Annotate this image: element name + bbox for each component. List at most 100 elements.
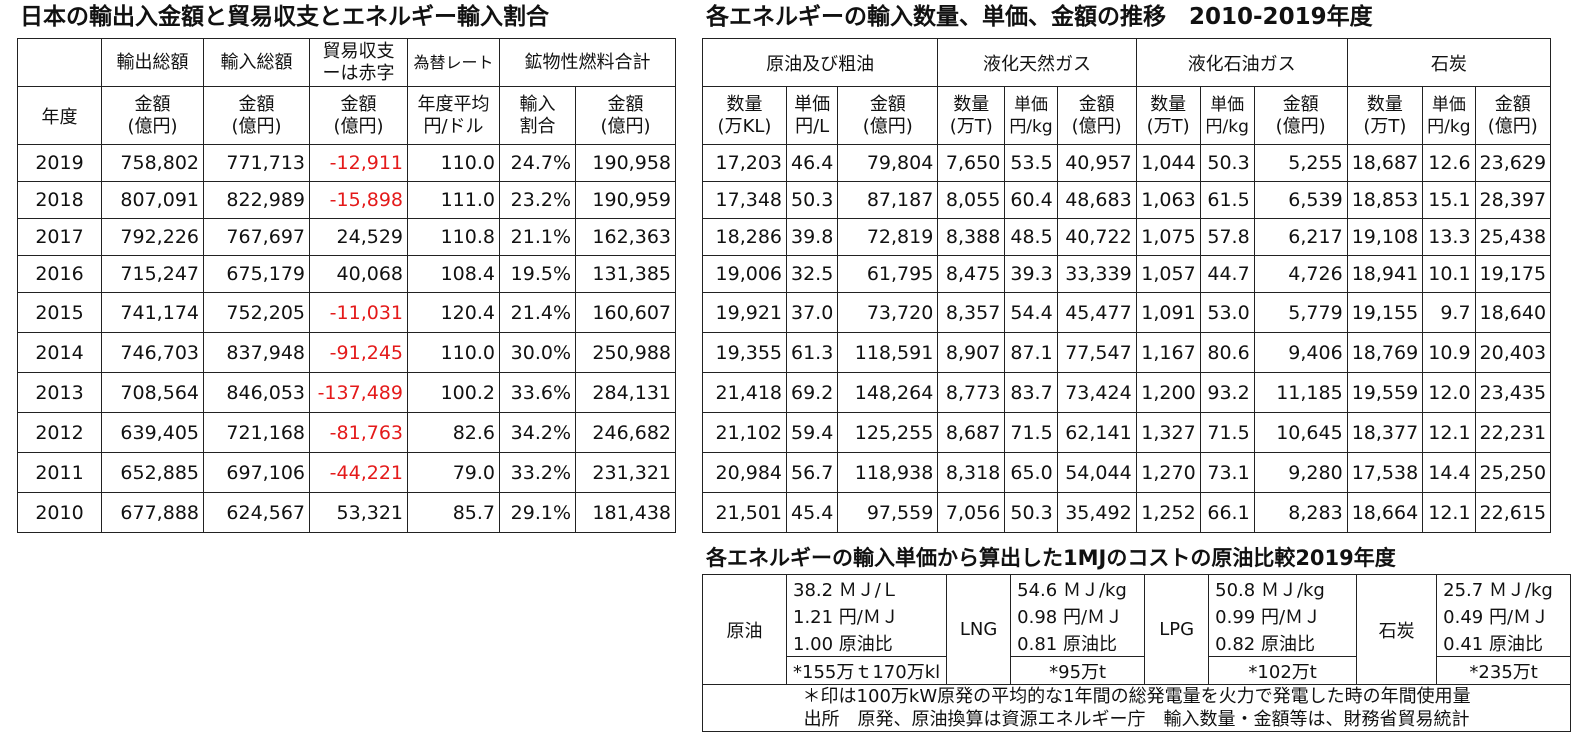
value-cell: 25,438: [1474, 218, 1552, 256]
cost-ratio-cell: 0.82 原油比: [1208, 629, 1358, 657]
sub-header: 金額 (億円): [837, 86, 939, 145]
rate-cell: 85.7: [407, 492, 500, 533]
share-cell: 33.6%: [499, 372, 576, 413]
value-cell: 1,044: [1135, 144, 1201, 182]
value-cell: 9,280: [1253, 452, 1348, 493]
value-cell: 61.3: [785, 332, 839, 373]
sub-header: 輸入 割合: [499, 86, 576, 145]
value-cell: 17,538: [1346, 452, 1424, 493]
value-cell: 8,388: [937, 218, 1006, 256]
value-cell: 8,773: [937, 372, 1006, 413]
exports-cell: 677,888: [101, 492, 204, 533]
table-row: 2019 758,802 771,713 -12,911 110.0 24.7% 190,9…: [17, 144, 676, 182]
footnote-row: ＊印は100万kW原発の平均的な1年間の総発電量を火力で発電した時の年間使用量出…: [701, 684, 1572, 732]
sub-header: 単価 円/kg: [1004, 86, 1058, 145]
cost-note-cell: *235万t: [1436, 656, 1572, 685]
table-row: 2014 746,703 837,948 -91,245 110.0 30.0% 250,9…: [17, 332, 676, 373]
value-cell: 20,403: [1474, 332, 1552, 373]
group-header: 鉱物性燃料合計: [499, 38, 676, 87]
exports-cell: 758,802: [101, 144, 204, 182]
value-cell: 4,726: [1253, 255, 1348, 293]
value-cell: 87,187: [837, 181, 939, 219]
value-cell: 148,264: [837, 372, 939, 413]
corner-cell: [17, 38, 102, 87]
value-cell: 97,559: [837, 492, 939, 533]
sub-header: 金額 (億円): [203, 86, 310, 145]
sub-header: 金額 (億円): [1474, 86, 1552, 145]
value-cell: 13.3: [1422, 218, 1476, 256]
rate-cell: 82.6: [407, 412, 500, 453]
value-cell: 19,175: [1474, 255, 1552, 293]
value-cell: 83.7: [1004, 372, 1058, 413]
value-cell: 40,722: [1056, 218, 1137, 256]
fuel-cell: 284,131: [575, 372, 676, 413]
value-cell: 37.0: [785, 292, 839, 333]
footnote-2: 出所 原発、原油換算は資源エネルギー庁 輸入数量・金額等は、財務省貿易統計: [803, 709, 1470, 730]
value-cell: 9,406: [1253, 332, 1348, 373]
value-cell: 19,155: [1346, 292, 1424, 333]
balance-cell: -91,245: [309, 332, 408, 373]
value-cell: 66.1: [1199, 492, 1255, 533]
balance-cell: -11,031: [309, 292, 408, 333]
group-header: 為替レート: [407, 38, 500, 87]
value-cell: 18,687: [1346, 144, 1424, 182]
table-row: 21,418 69.2 148,264 8,773 83.7 73,424 1,200 93.…: [702, 372, 1552, 413]
value-cell: 19,559: [1346, 372, 1424, 413]
cost-row: 原油 38.2 ＭＪ/Ｌ LNG 54.6 ＭＪ/kg LPG 50.8 ＭＪ/kg 石炭 2…: [702, 574, 1572, 685]
value-cell: 8,283: [1253, 492, 1348, 533]
value-cell: 18,664: [1346, 492, 1424, 533]
table-row: 17,348 50.3 87,187 8,055 60.4 48,683 1,063 61.5…: [702, 181, 1552, 219]
rate-cell: 120.4: [407, 292, 500, 333]
value-cell: 125,255: [837, 412, 939, 453]
value-cell: 22,231: [1474, 412, 1552, 453]
value-cell: 39.8: [785, 218, 839, 256]
cost-cost-cell: 0.49 円/ＭＪ: [1436, 602, 1572, 629]
value-cell: 5,255: [1253, 144, 1348, 182]
value-cell: 8,357: [937, 292, 1006, 333]
table-row: 2013 708,564 846,053 -137,489 100.2 33.6% 284,…: [17, 372, 676, 413]
table-row: 2017 792,226 767,697 24,529 110.8 21.1% 162,36…: [17, 218, 676, 256]
cost-energy-cell: 54.6 ＭＪ/kg: [1010, 574, 1146, 602]
group-header: 貿易収支 ーは赤字: [309, 38, 408, 87]
value-cell: 118,591: [837, 332, 939, 373]
sub-header: 単価 円/L: [785, 86, 839, 145]
balance-cell: -81,763: [309, 412, 408, 453]
exports-cell: 652,885: [101, 452, 204, 493]
share-cell: 29.1%: [499, 492, 576, 533]
sub-header: 金額 (億円): [1253, 86, 1348, 145]
sub-header: 金額 (億円): [575, 86, 676, 145]
value-cell: 8,907: [937, 332, 1006, 373]
right-title: 各エネルギーの輸入数量、単価、金額の推移 2010-2019年度: [706, 4, 1373, 30]
value-cell: 1,200: [1135, 372, 1201, 413]
value-cell: 59.4: [785, 412, 839, 453]
value-cell: 12.1: [1422, 492, 1476, 533]
value-cell: 39.3: [1004, 255, 1058, 293]
sub-header: 単価 円/kg: [1199, 86, 1255, 145]
left-title: 日本の輸出入金額と貿易収支とエネルギー輸入割合: [20, 4, 549, 30]
share-cell: 24.7%: [499, 144, 576, 182]
value-cell: 48.5: [1004, 218, 1058, 256]
cost-energy-cell: 38.2 ＭＪ/Ｌ: [785, 574, 948, 602]
value-cell: 69.2: [785, 372, 839, 413]
value-cell: 10.1: [1422, 255, 1476, 293]
imports-cell: 624,567: [203, 492, 310, 533]
cost-ratio-cell: 0.41 原油比: [1436, 629, 1572, 657]
value-cell: 73,720: [837, 292, 939, 333]
value-cell: 19,006: [702, 255, 787, 293]
cost-energy-cell: 25.7 ＭＪ/kg: [1436, 574, 1572, 602]
imports-cell: 721,168: [203, 412, 310, 453]
year-cell: 2014: [17, 332, 102, 373]
cost-note-cell: *95万t: [1010, 656, 1146, 685]
rate-cell: 79.0: [407, 452, 500, 493]
table-row: 20,984 56.7 118,938 8,318 65.0 54,044 1,270 73.…: [702, 452, 1552, 493]
fuel-cell: 181,438: [575, 492, 676, 533]
cost-cost-cell: 1.21 円/ＭＪ: [785, 602, 948, 629]
value-cell: 71.5: [1199, 412, 1255, 453]
energy-name-cell: LNG: [946, 574, 1012, 685]
rate-cell: 110.0: [407, 332, 500, 373]
value-cell: 19,355: [702, 332, 787, 373]
exports-cell: 708,564: [101, 372, 204, 413]
cost-energy-cell: 50.8 ＭＪ/kg: [1208, 574, 1358, 602]
balance-cell: 24,529: [309, 218, 408, 256]
cost-ratio-cell: 1.00 原油比: [785, 629, 948, 657]
